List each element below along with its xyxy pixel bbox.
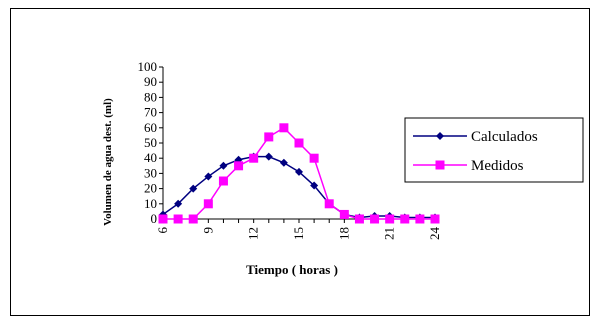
y-tick-label: 0: [151, 211, 158, 226]
data-point: [203, 199, 213, 209]
data-point: [219, 161, 228, 170]
data-point: [339, 209, 349, 219]
data-point: [234, 161, 244, 171]
y-tick-label: 40: [144, 150, 157, 165]
data-point: [173, 214, 183, 224]
legend-box: [404, 117, 584, 183]
x-axis-title: Tiempo ( horas ): [246, 262, 338, 277]
data-point: [415, 214, 425, 224]
data-point: [279, 123, 289, 133]
data-point: [174, 199, 183, 208]
x-tick-label: 9: [200, 227, 215, 234]
data-point: [370, 214, 380, 224]
y-tick-label: 80: [144, 89, 157, 104]
x-tick-label: 21: [382, 227, 397, 240]
data-point: [279, 158, 288, 167]
y-axis-title: Volumen de agua dest. (ml): [102, 98, 114, 226]
y-tick-label: 90: [144, 74, 157, 89]
y-tick-label: 70: [144, 105, 157, 120]
data-point: [264, 152, 273, 161]
x-tick-label: 24: [427, 227, 442, 241]
y-tick-label: 20: [144, 181, 157, 196]
data-point: [295, 167, 303, 176]
data-point: [310, 181, 319, 190]
data-point: [218, 176, 228, 186]
data-point: [324, 199, 334, 209]
x-tick-label: 15: [291, 227, 306, 240]
data-point: [249, 153, 259, 163]
data-point: [400, 214, 410, 224]
chart-frame: 0 10 20 30 40 50 60 70 80 90 100 6 9 12 15 18 21 24 Tiem…: [10, 8, 590, 316]
data-point: [189, 184, 198, 193]
y-tick-label: 30: [144, 165, 157, 180]
data-point: [264, 132, 274, 142]
data-point: [354, 214, 364, 224]
data-point: [294, 138, 304, 148]
y-tick-label: 60: [144, 120, 157, 135]
legend-marker: [435, 160, 445, 170]
legend-label: Calculados: [471, 129, 538, 145]
x-tick-labels: 6 9 12 15 18 21 24: [155, 219, 442, 240]
x-tick-label: 12: [246, 227, 261, 240]
series-medidos: [158, 123, 440, 224]
legend-marker: [436, 132, 444, 140]
data-point: [188, 214, 198, 224]
x-tick-label: 6: [155, 227, 170, 234]
data-point: [385, 214, 395, 224]
data-point: [204, 172, 213, 181]
x-tick-label: 18: [336, 227, 351, 240]
data-point: [158, 214, 168, 224]
data-point: [430, 214, 440, 224]
y-tick-label: 10: [144, 196, 157, 211]
data-point: [309, 153, 319, 163]
y-tick-label: 100: [138, 59, 158, 74]
legend: Calculados Medidos: [404, 117, 584, 183]
y-tick-label: 50: [144, 135, 157, 150]
series-layer: [158, 123, 440, 224]
legend-label: Medidos: [471, 158, 524, 174]
